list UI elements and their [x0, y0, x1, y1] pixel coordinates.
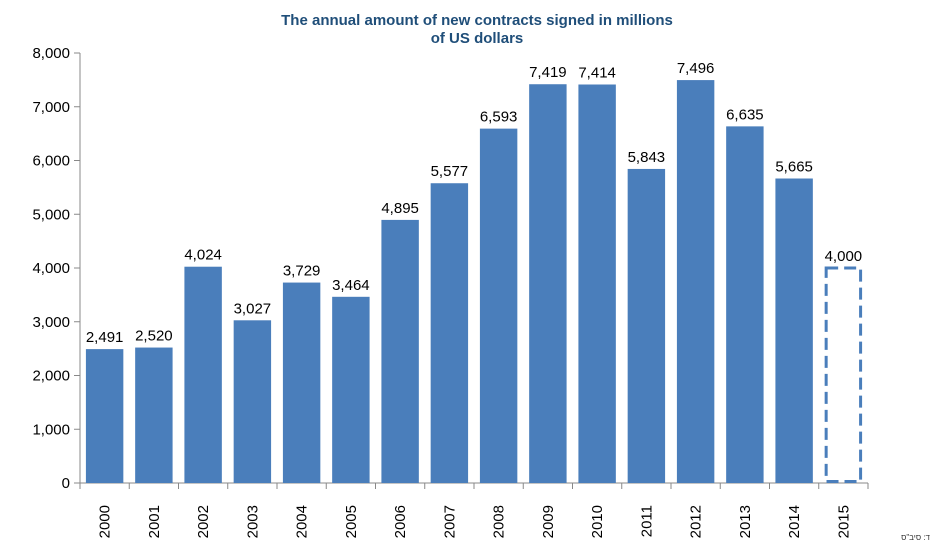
x-tick-label: 2013	[737, 505, 754, 538]
x-tick-label: 2008	[491, 505, 508, 538]
x-tick-label: 2002	[195, 505, 212, 538]
x-tick-label: 2015	[835, 505, 852, 538]
chart-title-line-2: of US dollars	[431, 30, 524, 47]
data-label: 6,635	[726, 106, 764, 123]
data-label: 4,895	[381, 200, 419, 217]
x-tick-label: 2012	[688, 505, 705, 538]
bar	[381, 219, 419, 484]
y-tick-label: 6,000	[32, 153, 70, 170]
y-tick-label: 1,000	[32, 421, 70, 438]
x-tick-label: 2001	[146, 505, 163, 538]
x-tick-label: 2003	[244, 505, 261, 538]
data-labels: 2,491 2,520 4,024 3,027 3,729 3,464 4,895 5,577…	[86, 60, 862, 346]
bar	[332, 296, 370, 483]
bar-estimated	[824, 266, 863, 483]
data-label: 3,464	[332, 277, 370, 294]
x-tick-label: 2000	[97, 505, 114, 538]
bars	[85, 80, 863, 484]
y-tick-label: 3,000	[32, 314, 70, 331]
data-label: 3,729	[283, 263, 321, 280]
y-tick-label: 5,000	[32, 206, 70, 223]
data-label: 7,419	[529, 64, 567, 81]
x-tick-label: 2010	[589, 505, 606, 538]
bar	[627, 168, 666, 483]
data-label: 2,520	[135, 328, 173, 345]
data-label: 5,665	[775, 159, 813, 176]
source-note: ד: סיב"ס	[901, 533, 930, 542]
x-tick-label: 2011	[638, 505, 655, 537]
data-label: 7,496	[677, 60, 715, 77]
x-tick-label: 2004	[294, 505, 311, 538]
chart-title: The annual amount of new contracts signe…	[281, 12, 673, 47]
data-label: 5,843	[628, 149, 666, 166]
y-tick-label: 7,000	[32, 99, 70, 116]
x-axis: 2000 2001 2002 2003 2004 2005 2006 2007 2008 2009…	[79, 482, 869, 538]
y-tick-label: 2,000	[32, 368, 70, 385]
bar	[85, 349, 124, 483]
bar	[233, 320, 272, 483]
data-label: 6,593	[480, 109, 518, 126]
x-tick-label: 2005	[343, 505, 360, 538]
y-tick-label: 8,000	[32, 45, 70, 62]
data-label: 7,414	[578, 64, 616, 81]
chart-title-line-1: The annual amount of new contracts signe…	[281, 12, 673, 29]
x-tick-label: 2014	[786, 505, 803, 538]
bar	[529, 84, 567, 483]
data-label: 4,000	[825, 248, 863, 265]
bar	[726, 126, 764, 484]
bar	[282, 282, 321, 483]
bar	[578, 84, 616, 483]
y-axis: 0 1,000 2,000 3,000 4,000 5,000 6,000 7,000 8,00…	[32, 45, 81, 492]
bar	[135, 347, 173, 483]
bar	[184, 266, 222, 483]
bar	[479, 128, 518, 483]
x-tick-label: 2009	[540, 505, 557, 538]
x-tick-label: 2007	[441, 505, 458, 538]
data-label: 2,491	[86, 329, 124, 346]
data-label: 4,024	[184, 247, 222, 264]
data-label: 5,577	[431, 163, 469, 180]
y-tick-label: 0	[62, 475, 70, 492]
data-label: 3,027	[234, 300, 272, 317]
bar	[775, 178, 813, 483]
bar	[676, 80, 715, 483]
y-tick-label: 4,000	[32, 260, 70, 277]
x-tick-label: 2006	[392, 505, 409, 538]
bar	[430, 183, 469, 483]
